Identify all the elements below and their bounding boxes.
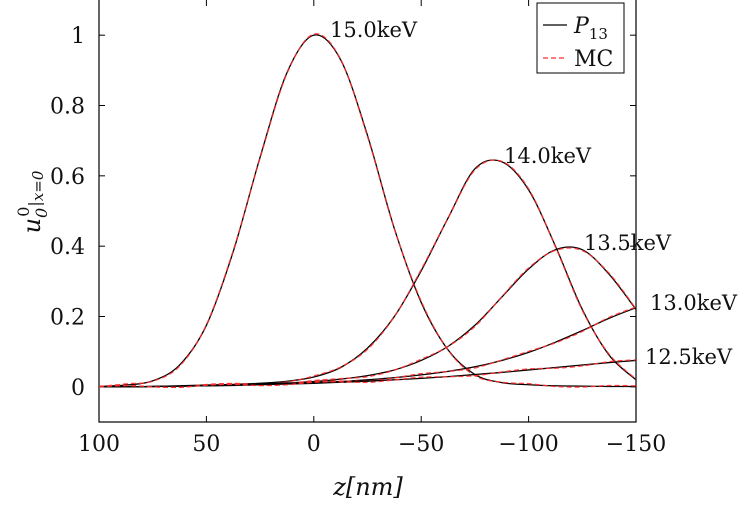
x-tick-label: −150	[606, 432, 666, 457]
curve-mc	[98, 159, 637, 388]
curve-label: 14.0keV	[504, 144, 592, 168]
curve-p13	[98, 34, 637, 388]
curve-label: 15.0keV	[330, 18, 418, 42]
y-tick-label: 0.6	[50, 165, 85, 190]
curve-label: 12.5keV	[645, 345, 733, 369]
x-tick-label: −100	[498, 432, 558, 457]
y-tick-label: 0	[71, 376, 85, 401]
legend-label: MC	[574, 47, 613, 72]
curve-mc	[98, 359, 637, 388]
x-tick-label: −50	[398, 432, 444, 457]
curve-mc	[98, 33, 637, 388]
legend: P13 MC	[536, 2, 625, 74]
plot-frame-border	[98, 0, 637, 423]
x-axis: 100 50 0 −50 −100 −150	[78, 0, 666, 457]
y-tick-label: 1	[71, 24, 85, 49]
curve-labels: 15.0keV 14.0keV 13.5keV 13.0keV 12.5keV	[330, 18, 738, 369]
x-tick-label: 100	[78, 432, 120, 457]
legend-label: P13	[573, 14, 608, 43]
x-axis-title: z[nm]	[332, 473, 403, 501]
curve-p13	[98, 159, 637, 388]
plot-frame	[98, 0, 637, 423]
x-tick-label: 0	[307, 432, 321, 457]
y-tick-label: 0.4	[50, 235, 85, 260]
y-tick-label: 0.2	[50, 306, 85, 331]
x-tick-label: 50	[192, 432, 220, 457]
curve-label: 13.0keV	[650, 291, 738, 315]
legend-box	[536, 2, 625, 74]
curve-label: 13.5keV	[584, 231, 672, 255]
y-tick-label: 0.8	[50, 95, 85, 120]
y-axis-title: u00|x=0	[14, 170, 51, 233]
curves	[98, 33, 637, 388]
y-axis: 0 0.2 0.4 0.6 0.8 1	[50, 24, 636, 401]
svg-text:u00|x=0: u00|x=0	[14, 170, 51, 233]
